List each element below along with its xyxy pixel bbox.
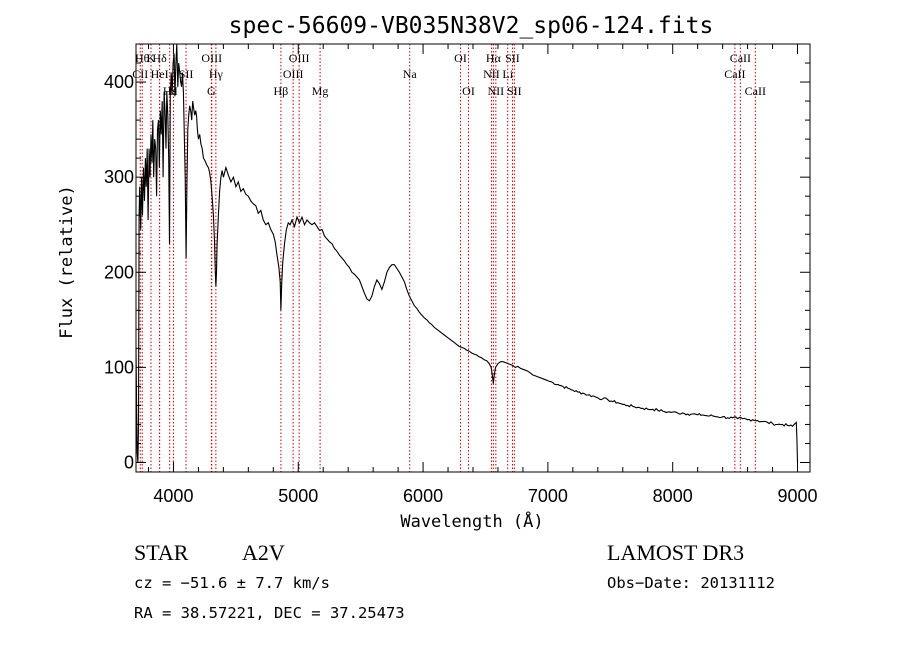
- line-marker-label: OIII: [283, 67, 304, 81]
- line-marker-label: OIII: [201, 51, 222, 65]
- line-marker-label: CaII: [745, 84, 766, 98]
- line-marker-label: OI: [462, 84, 475, 98]
- line-marker-label: H: [169, 84, 178, 98]
- spectrum-line: [135, 43, 799, 463]
- plot-frame: [135, 43, 811, 473]
- line-marker-label: OI: [454, 51, 467, 65]
- line-marker-label: CII: [132, 67, 148, 81]
- y-axis-label: Flux (relative): [57, 185, 77, 339]
- line-marker-label: CaII: [730, 51, 751, 65]
- line-marker-label: SII: [505, 51, 520, 65]
- y-axis-ticks: 0 100 200 300 400: [104, 62, 810, 472]
- x-tick-label: 7000: [528, 486, 568, 506]
- x-tick-label: 8000: [653, 486, 693, 506]
- survey-name: LAMOST DR3: [607, 540, 744, 565]
- line-marker-label: Hα: [486, 51, 502, 65]
- line-marker-label: HeI: [151, 67, 169, 81]
- line-marker-label: NII: [483, 67, 500, 81]
- spectral-line-markers: [139, 44, 756, 472]
- line-marker-label: Hγ: [209, 67, 224, 81]
- coordinates: RA = 38.57221, DEC = 37.25473: [134, 604, 405, 622]
- line-marker-label: K: [147, 51, 156, 65]
- x-tick-label: 9000: [777, 486, 817, 506]
- chart-title: spec-56609-VB035N38V2_sp06-124.fits: [229, 13, 714, 39]
- line-marker-label: Hθ: [135, 51, 150, 65]
- line-marker-label: NII: [488, 84, 505, 98]
- y-tick-label: 300: [104, 167, 134, 187]
- x-tick-label: 5000: [278, 486, 318, 506]
- object-class: STAR: [134, 540, 189, 565]
- x-tick-label: 4000: [153, 486, 193, 506]
- x-tick-label: 6000: [403, 486, 443, 506]
- obs-date: Obs−Date: 20131112: [607, 574, 775, 592]
- line-marker-label: G: [207, 84, 216, 98]
- y-tick-label: 200: [104, 262, 134, 282]
- line-marker-label: Hδ: [152, 51, 167, 65]
- line-marker-label: Li: [502, 67, 513, 81]
- x-axis-label: Wavelength (Å): [400, 510, 543, 532]
- line-marker-label: Hβ: [274, 84, 289, 98]
- object-subclass: A2V: [242, 540, 285, 565]
- line-marker-label: Na: [403, 67, 418, 81]
- redshift-text: cz = −51.6 ± 7.7 km/s: [134, 574, 330, 592]
- y-tick-label: 100: [104, 357, 134, 377]
- line-marker-label: OIII: [289, 51, 310, 65]
- x-axis-ticks: 4000 5000 6000 7000 8000 9000: [147, 44, 818, 506]
- line-marker-label: CaII: [724, 67, 745, 81]
- line-marker-label: Mg: [312, 84, 329, 98]
- line-marker-label: SII: [507, 84, 522, 98]
- y-tick-label: 400: [104, 72, 134, 92]
- y-tick-label: 0: [124, 452, 134, 472]
